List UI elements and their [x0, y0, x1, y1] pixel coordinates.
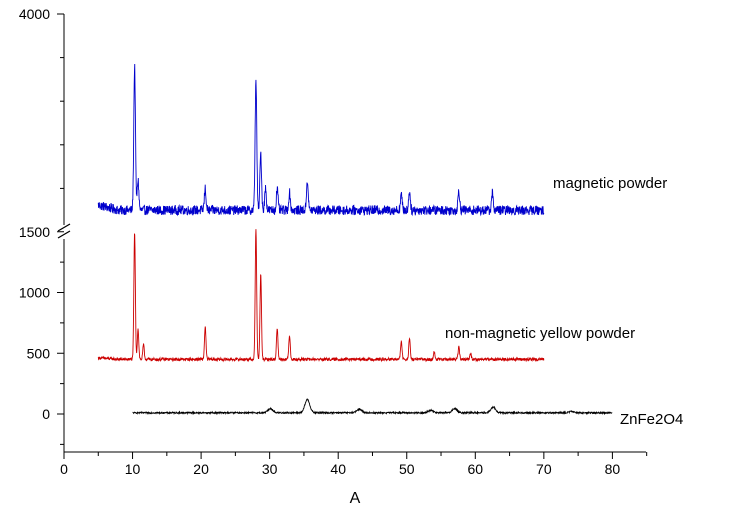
series-line: [97, 229, 545, 363]
series-line: [97, 64, 545, 217]
x-tick-label: 80: [605, 461, 621, 477]
x-tick-label: 40: [330, 461, 346, 477]
axis-break-mark: [57, 230, 71, 239]
x-tick-label: 0: [60, 461, 68, 477]
axes: 0 10 20 30 40 50 60 70 80 0 500 1000 1500 4000 A: [19, 6, 648, 507]
series-label: magnetic powder: [553, 175, 667, 192]
y-tick-label: 1000: [19, 285, 50, 301]
x-tick-label: 30: [262, 461, 278, 477]
series-line: [132, 398, 613, 416]
label-layer: magnetic powder non-magnetic yellow powde…: [445, 175, 683, 428]
x-axis-title: A: [350, 490, 361, 507]
y-tick-label: 1500: [19, 224, 50, 240]
x-tick-label: 50: [399, 461, 415, 477]
x-tick-label: 60: [468, 461, 484, 477]
y-tick-label: 500: [27, 345, 51, 361]
series-label: ZnFe2O4: [620, 411, 683, 428]
series-label: non-magnetic yellow powder: [445, 325, 635, 342]
y-tick-label: 4000: [19, 6, 50, 22]
x-tick-label: 10: [125, 461, 141, 477]
series-layer: [97, 64, 613, 416]
x-tick-label: 70: [536, 461, 552, 477]
y-tick-label: 0: [42, 406, 50, 422]
x-tick-label: 20: [193, 461, 209, 477]
axis-break-mark: [57, 223, 71, 232]
